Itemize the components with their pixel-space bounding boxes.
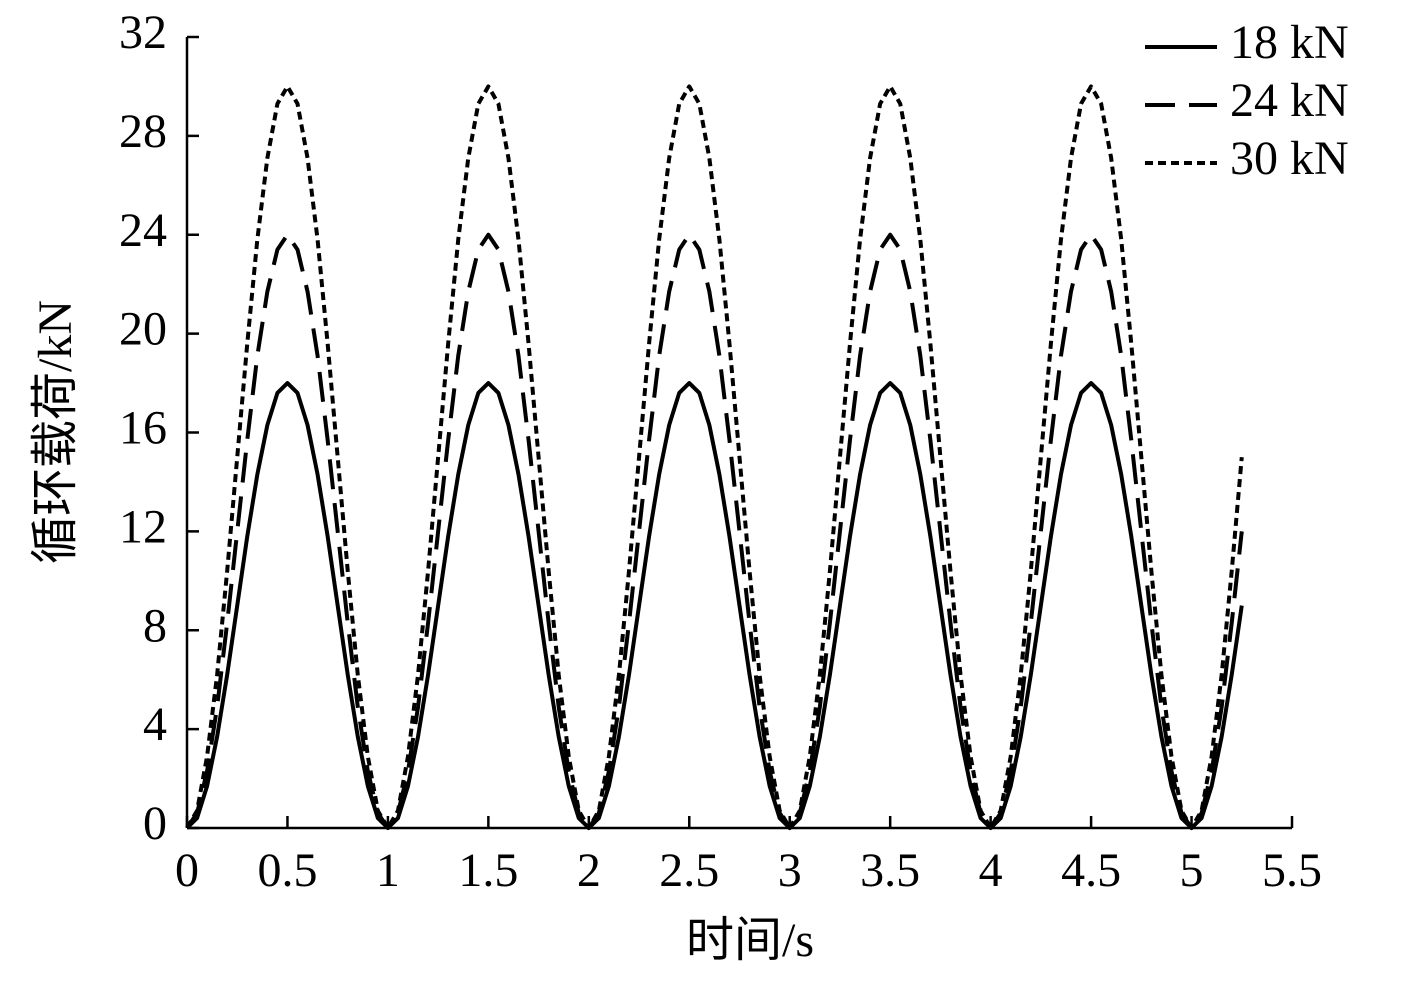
x-tick-label: 0.5 bbox=[257, 844, 317, 897]
x-axis-label: 时间/s bbox=[686, 914, 814, 967]
y-tick-label: 24 bbox=[119, 204, 167, 257]
y-tick-label: 20 bbox=[119, 303, 167, 356]
x-tick-label: 4 bbox=[979, 844, 1003, 897]
x-tick-label: 1.5 bbox=[458, 844, 518, 897]
series-line bbox=[185, 84, 1244, 830]
y-tick-label: 12 bbox=[119, 500, 167, 553]
series-line bbox=[185, 381, 1244, 830]
y-axis-label: 循环载荷/kN bbox=[29, 300, 82, 564]
x-tick-label: 5.5 bbox=[1262, 844, 1322, 897]
x-tick-label: 3.5 bbox=[860, 844, 920, 897]
x-tick-label: 5 bbox=[1180, 844, 1204, 897]
legend-label: 24 kN bbox=[1230, 74, 1349, 127]
x-tick-label: 3 bbox=[778, 844, 802, 897]
y-tick-label: 16 bbox=[119, 402, 167, 455]
y-tick-label: 28 bbox=[119, 105, 167, 158]
x-tick-label: 2 bbox=[577, 844, 601, 897]
y-tick-label: 0 bbox=[143, 797, 167, 850]
series-line bbox=[185, 232, 1244, 830]
x-tick-label: 4.5 bbox=[1061, 844, 1121, 897]
x-tick-label: 0 bbox=[175, 844, 199, 897]
legend-label: 18 kN bbox=[1230, 16, 1349, 69]
y-tick-label: 8 bbox=[143, 599, 167, 652]
x-tick-label: 2.5 bbox=[659, 844, 719, 897]
y-tick-label: 32 bbox=[119, 6, 167, 59]
legend-label: 30 kN bbox=[1230, 132, 1349, 185]
y-tick-label: 4 bbox=[143, 698, 167, 751]
x-tick-label: 1 bbox=[376, 844, 400, 897]
